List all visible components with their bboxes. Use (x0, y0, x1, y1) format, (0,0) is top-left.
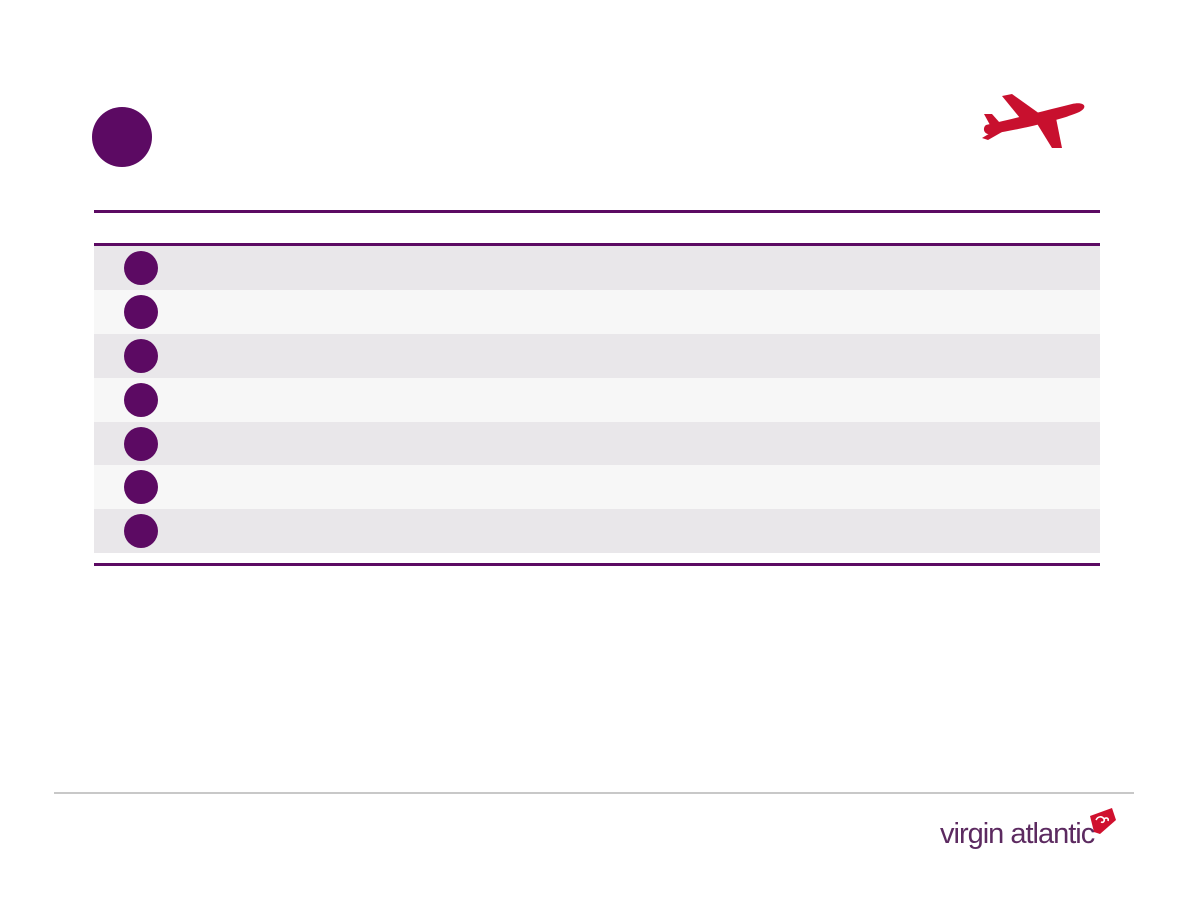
table-row (94, 246, 1100, 290)
row-bullet-icon (124, 382, 158, 417)
table-header (94, 213, 1100, 246)
table-row (94, 333, 1100, 378)
logo-wordmark: virgin atlantic (940, 818, 1095, 850)
table-row (94, 289, 1100, 334)
row-bullet-icon (124, 338, 158, 373)
footer-divider (54, 792, 1134, 794)
row-bullet-icon (124, 514, 158, 549)
row-bullet-icon (124, 426, 158, 461)
content-table (94, 210, 1100, 566)
title-bullet-icon (92, 107, 152, 167)
virgin-signature-tail-logo-icon (1090, 808, 1116, 834)
airplane-icon (982, 94, 1085, 148)
row-bullet-icon (124, 470, 158, 505)
row-bullet-icon (124, 250, 158, 285)
table-row (94, 465, 1100, 510)
row-bullet-icon (124, 294, 158, 329)
virgin-atlantic-logo: virgin atlantic (940, 806, 1120, 854)
table-row (94, 509, 1100, 554)
table-row (94, 421, 1100, 466)
table-row (94, 377, 1100, 422)
